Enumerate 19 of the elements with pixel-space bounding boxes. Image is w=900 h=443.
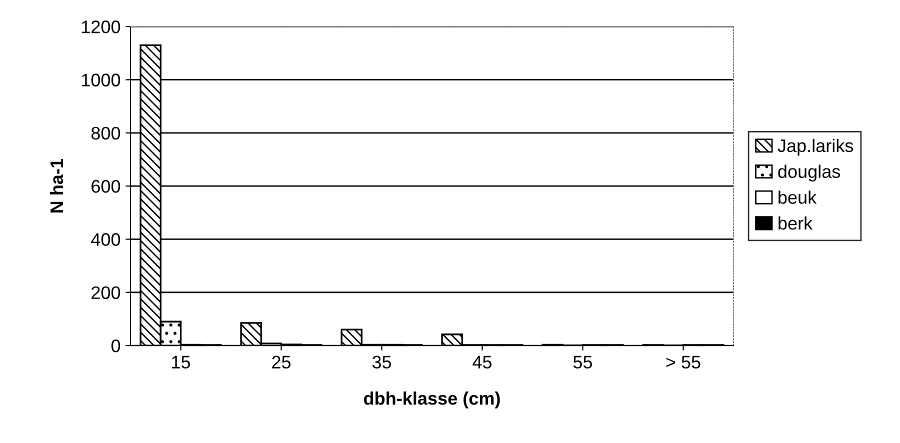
y-tick-label: 1200 [82,20,120,34]
legend-label: douglas [778,164,840,182]
x-tick-label: 15 [172,356,190,369]
y-tick-label: 200 [92,286,120,300]
y-tick-label: 0 [111,339,120,352]
y-tick-label: 600 [92,180,120,193]
legend-label: berk [778,216,813,230]
y-axis-title: N ha-1 [50,158,64,212]
legend-label: Jap.lariks [778,138,854,156]
x-axis-title: dbh-klasse (cm) [364,392,500,408]
x-tick-label: 35 [372,356,392,369]
x-tick-label: 45 [472,356,492,369]
legend-label: beuk [778,190,817,204]
y-tick-label: 400 [91,233,120,246]
y-tick-label: 800 [91,126,120,140]
x-tick-label: > 55 [666,356,700,369]
x-tick-label: 55 [573,356,592,369]
y-tick-label: 1000 [82,74,120,86]
x-tick-label: 25 [272,356,291,369]
